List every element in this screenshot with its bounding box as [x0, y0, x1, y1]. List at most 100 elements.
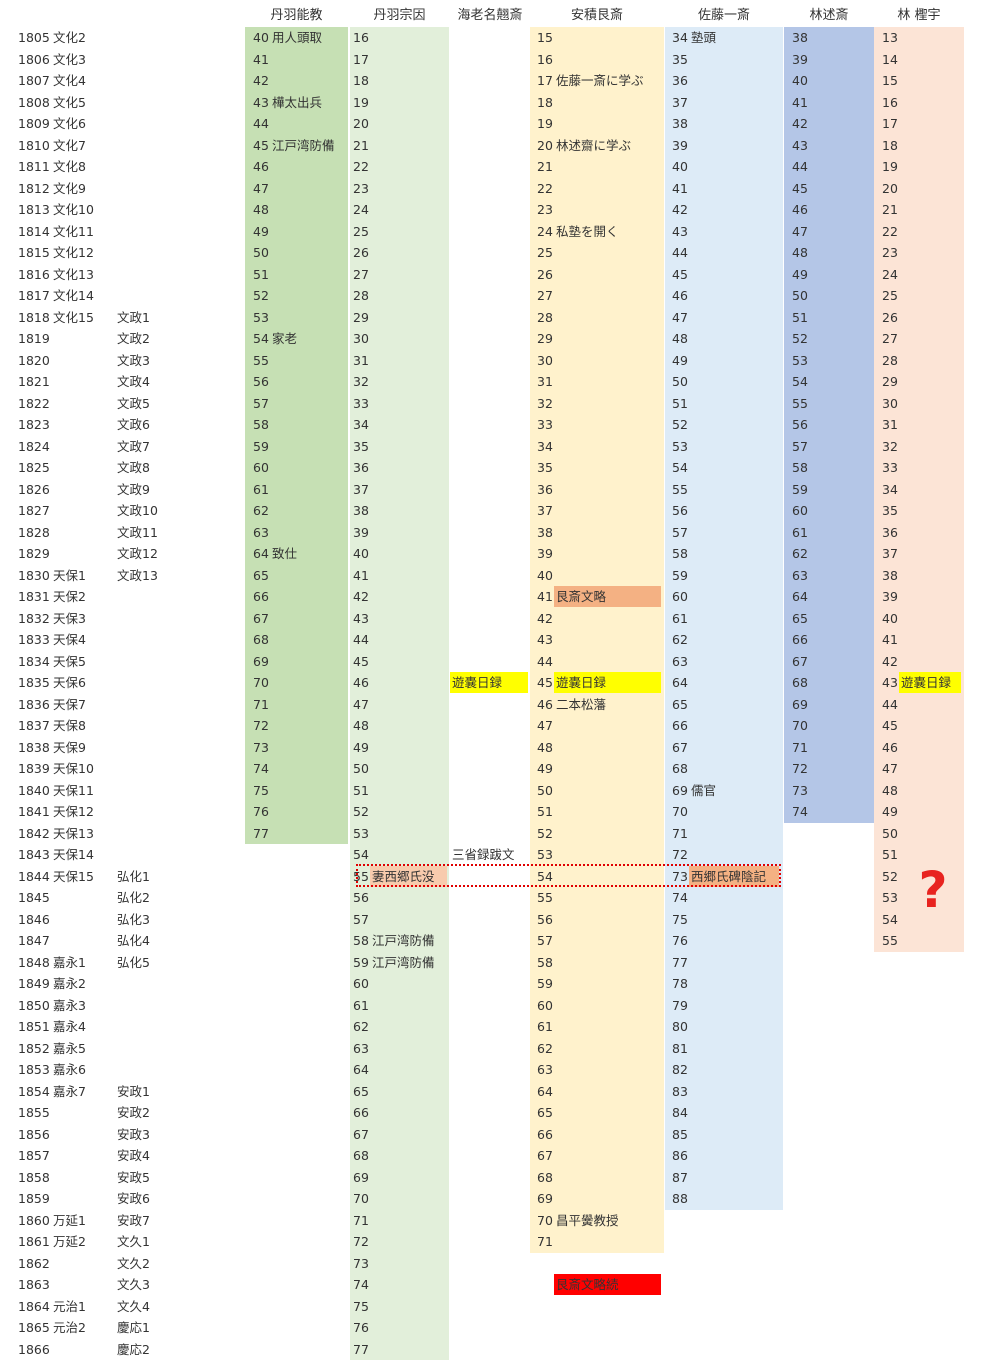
year-cell: 1817: [18, 288, 50, 303]
era-cell: 文化12: [53, 245, 94, 260]
age-cell: 37: [537, 503, 553, 518]
event-cell: 佐藤一斎に学ぶ: [556, 73, 644, 88]
age-cell: 58: [792, 460, 808, 475]
age-cell: 41: [537, 589, 553, 604]
age-cell: 36: [672, 73, 688, 88]
age-cell: 16: [353, 30, 369, 45]
age-cell: 62: [792, 546, 808, 561]
age-cell: 73: [672, 868, 688, 884]
age-cell: 46: [253, 159, 269, 174]
age-cell: 73: [253, 739, 269, 755]
age-cell: 20: [537, 137, 553, 153]
era2-cell: 文政1: [117, 309, 150, 325]
age-cell: 63: [353, 1040, 369, 1056]
event-cell: 致仕: [272, 546, 298, 561]
age-cell: 60: [253, 460, 269, 475]
age-cell: 53: [353, 825, 369, 841]
age-cell: 54: [253, 331, 269, 346]
age-cell: 13: [882, 30, 898, 45]
age-cell: 71: [253, 696, 269, 712]
era-cell: 嘉永7: [53, 1083, 86, 1099]
year-cell: 1825: [18, 460, 50, 475]
age-cell: 15: [537, 30, 553, 45]
year-cell: 1847: [18, 933, 50, 948]
age-cell: 39: [792, 51, 808, 67]
event-highlight: [554, 586, 661, 607]
era2-cell: 弘化1: [117, 868, 150, 884]
event-cell: 私塾を開く: [556, 223, 619, 239]
age-cell: 44: [882, 696, 898, 712]
age-cell: 42: [792, 116, 808, 131]
age-cell: 47: [537, 718, 553, 733]
age-cell: 15: [882, 73, 898, 88]
age-cell: 30: [882, 395, 898, 411]
age-cell: 34: [353, 417, 369, 432]
age-cell: 40: [253, 30, 269, 45]
age-cell: 69: [537, 1191, 553, 1206]
age-cell: 41: [882, 632, 898, 647]
age-cell: 73: [792, 782, 808, 798]
age-cell: 66: [537, 1126, 553, 1142]
age-cell: 32: [353, 374, 369, 389]
age-cell: 85: [672, 1126, 688, 1142]
event-cell: 樺太出兵: [272, 94, 323, 110]
event-cell: 遊嚢日録: [556, 675, 607, 690]
era2-cell: 文政8: [117, 460, 150, 475]
age-cell: 61: [672, 610, 688, 626]
age-cell: 69: [253, 653, 269, 669]
age-cell: 29: [537, 331, 553, 346]
era2-cell: 弘化4: [117, 933, 150, 948]
era2-cell: 文久2: [117, 1255, 150, 1271]
age-cell: 45: [882, 718, 898, 733]
age-cell: 40: [792, 73, 808, 88]
era-cell: 天保2: [53, 589, 86, 604]
age-cell: 36: [882, 524, 898, 540]
age-cell: 37: [353, 481, 369, 497]
age-cell: 49: [253, 223, 269, 239]
year-cell: 1842: [18, 825, 50, 841]
age-cell: 41: [792, 94, 808, 110]
age-cell: 23: [882, 245, 898, 260]
era2-cell: 文政4: [117, 374, 150, 389]
age-cell: 75: [253, 782, 269, 798]
age-cell: 77: [672, 954, 688, 970]
age-cell: 52: [882, 868, 898, 884]
era-cell: 天保15: [53, 868, 94, 884]
era-cell: 文化6: [53, 116, 86, 131]
year-cell: 1834: [18, 653, 50, 669]
age-cell: 59: [537, 976, 553, 991]
age-cell: 59: [672, 567, 688, 583]
era-cell: 文化8: [53, 159, 86, 174]
age-cell: 22: [537, 180, 553, 196]
age-cell: 39: [353, 524, 369, 540]
age-cell: 52: [253, 288, 269, 303]
age-cell: 74: [353, 1277, 369, 1292]
age-cell: 56: [672, 503, 688, 518]
age-cell: 76: [353, 1320, 369, 1335]
age-cell: 31: [537, 374, 553, 389]
age-cell: 17: [353, 51, 369, 67]
year-cell: 1831: [18, 589, 50, 604]
year-cell: 1857: [18, 1148, 50, 1163]
age-cell: 64: [672, 675, 688, 690]
event-cell: 妻西郷氏没: [372, 868, 435, 884]
age-cell: 52: [353, 804, 369, 819]
age-cell: 43: [253, 94, 269, 110]
age-cell: 51: [882, 847, 898, 862]
age-cell: 56: [253, 374, 269, 389]
era2-cell: 文政2: [117, 331, 150, 346]
year-cell: 1819: [18, 331, 50, 346]
age-cell: 53: [672, 438, 688, 454]
era2-cell: 文久1: [117, 1234, 150, 1249]
age-cell: 45: [253, 137, 269, 153]
age-cell: 40: [882, 610, 898, 626]
age-cell: 39: [672, 137, 688, 153]
event-cell: 遊嚢日録: [452, 675, 503, 690]
era2-cell: 文政7: [117, 438, 150, 454]
year-cell: 1820: [18, 352, 50, 368]
age-cell: 71: [353, 1212, 369, 1228]
age-cell: 57: [672, 524, 688, 540]
age-cell: 72: [353, 1234, 369, 1249]
age-cell: 31: [882, 417, 898, 432]
age-cell: 66: [672, 718, 688, 733]
